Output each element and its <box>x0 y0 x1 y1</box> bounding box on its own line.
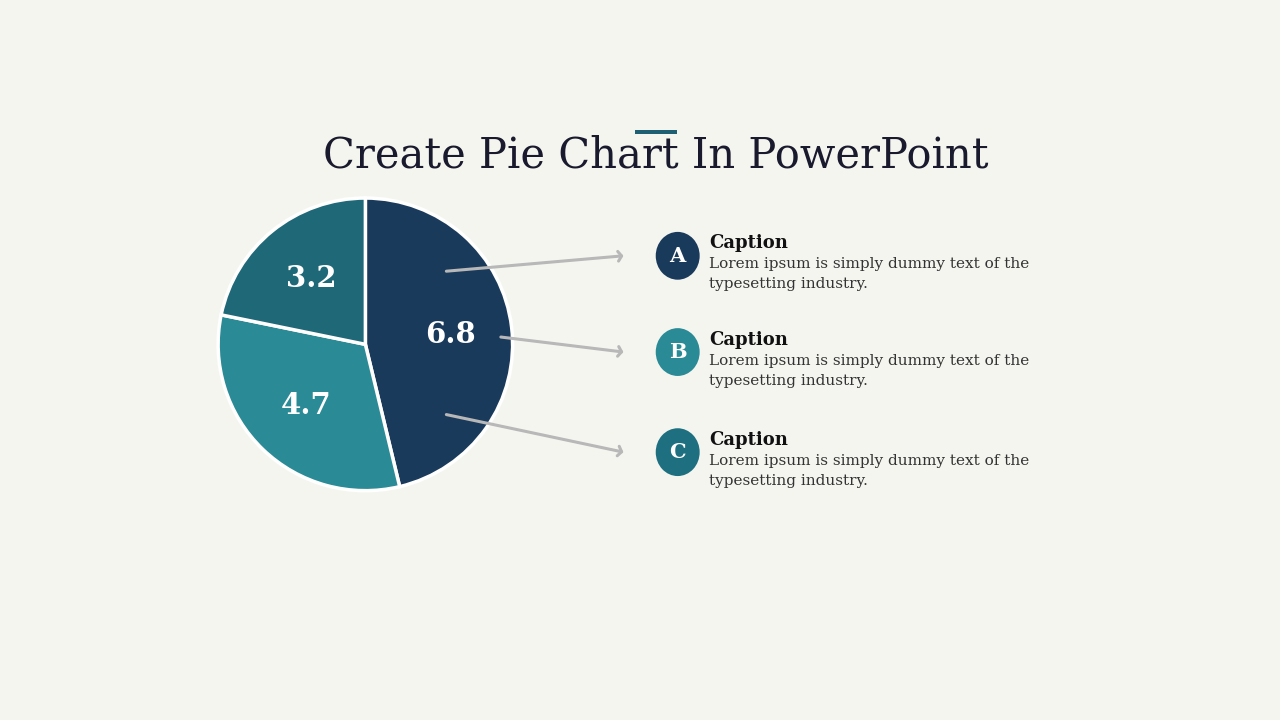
Text: Lorem ipsum is simply dummy text of the
typesetting industry.: Lorem ipsum is simply dummy text of the … <box>709 454 1029 487</box>
Text: Create Pie Chart In PowerPoint: Create Pie Chart In PowerPoint <box>324 135 988 176</box>
Wedge shape <box>365 198 512 487</box>
Text: Caption: Caption <box>709 431 788 449</box>
Text: Lorem ipsum is simply dummy text of the
typesetting industry.: Lorem ipsum is simply dummy text of the … <box>709 354 1029 387</box>
Ellipse shape <box>655 232 700 279</box>
Text: Lorem ipsum is simply dummy text of the
typesetting industry.: Lorem ipsum is simply dummy text of the … <box>709 257 1029 292</box>
FancyBboxPatch shape <box>635 130 677 134</box>
Text: Caption: Caption <box>709 330 788 348</box>
Text: 4.7: 4.7 <box>280 391 332 420</box>
Ellipse shape <box>655 328 700 376</box>
Wedge shape <box>221 198 365 344</box>
Text: Caption: Caption <box>709 235 788 253</box>
Text: A: A <box>669 246 686 266</box>
Text: 6.8: 6.8 <box>425 320 476 349</box>
Wedge shape <box>218 315 399 490</box>
Text: 3.2: 3.2 <box>287 264 337 293</box>
Text: B: B <box>669 342 686 362</box>
Ellipse shape <box>655 428 700 476</box>
Text: C: C <box>669 442 686 462</box>
